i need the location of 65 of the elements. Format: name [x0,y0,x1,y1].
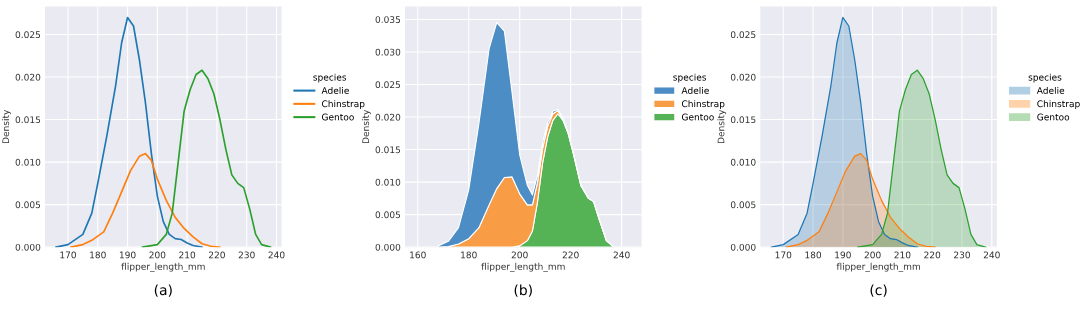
y-tick-label: 0.020 [730,73,756,81]
legend-title: species [313,73,347,83]
x-tick-label: 230 [954,251,970,259]
text: (b) [514,284,532,297]
x-tick-label: 230 [238,251,255,259]
text: (a) [154,284,172,297]
y-tick-label: 0.025 [730,31,756,39]
x-axis-title: flipper_length_mm [836,262,920,272]
x-tick-label: 170 [60,251,76,259]
y-tick-label: 0.015 [730,116,756,124]
x-axis-title: flipper_length_mm [121,262,205,272]
y-tick-label: 0.000 [375,243,401,251]
y-axis-title: Density [2,109,11,144]
legend-title: species [673,73,707,83]
y-axis-title: Density [362,109,371,144]
x-tick-label: 220 [208,251,225,259]
legend-label: Chinstrap [322,100,365,109]
y-tick-label: 0.025 [375,81,401,89]
x-tick-label: 180 [461,251,477,259]
line-series [55,16,203,248]
y-tick-label: 0.035 [375,16,401,23]
x-tick-label: 210 [179,251,196,259]
x-tick-label: 240 [613,251,630,259]
legend-label: Gentoo [681,113,714,121]
x-tick-label: 190 [119,251,136,259]
y-tick-label: 0.025 [15,31,41,39]
legend-label: Adelie [681,86,709,94]
legend-label: Adelie [321,86,349,94]
y-tick-label: 0.015 [375,146,401,154]
y-tick-label: 0.015 [15,116,41,124]
x-tick-label: 200 [511,251,528,259]
y-tick-label: 0.010 [375,178,401,186]
x-tick-label: 170 [775,251,792,259]
text: (c) [870,284,887,297]
y-tick-label: 0.005 [375,211,401,219]
x-tick-label: 220 [924,251,941,259]
y-tick-label: 0.010 [15,158,41,166]
x-axis-title: flipper_length_mm [481,262,565,272]
x-tick-label: 160 [410,251,426,259]
y-tick-label: 0.010 [730,158,756,166]
x-tick-label: 220 [562,251,579,259]
y-tick-label: 0.005 [730,201,756,209]
legend-label: Adelie [1036,86,1065,94]
line-series [141,69,272,248]
x-tick-label: 180 [805,251,822,259]
line-series [70,152,221,248]
y-tick-label: 0.000 [730,243,756,251]
x-tick-label: 240 [983,251,1000,259]
legend-label: Chinstrap [681,100,725,109]
y-tick-label: 0.030 [375,48,401,56]
y-tick-label: 0.005 [15,201,41,209]
y-tick-label: 0.000 [15,243,41,251]
legend-label: Gentoo [1037,113,1070,121]
y-tick-label: 0.020 [375,113,401,121]
y-tick-label: 0.020 [15,73,41,81]
legend-label: Chinstrap [1037,100,1080,109]
x-tick-label: 180 [90,251,106,259]
x-tick-label: 200 [864,251,881,259]
x-tick-label: 240 [268,251,285,259]
legend-title: species [1028,73,1062,83]
x-tick-label: 190 [835,251,851,259]
x-tick-label: 210 [894,251,911,259]
y-axis-title: Density [717,109,727,144]
x-tick-label: 200 [149,251,166,259]
legend-label: Gentoo [322,113,354,121]
